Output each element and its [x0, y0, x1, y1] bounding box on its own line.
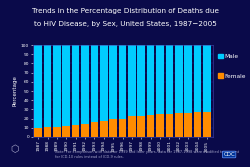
Bar — [100, 45, 108, 121]
Bar — [44, 45, 51, 127]
Bar — [175, 113, 182, 137]
Text: Trends in the Percentage Distribution of Deaths due: Trends in the Percentage Distribution of… — [32, 8, 218, 14]
Bar — [53, 127, 61, 137]
Bar — [90, 45, 98, 122]
Bar — [175, 45, 182, 113]
Bar — [53, 45, 61, 127]
Bar — [34, 45, 42, 128]
Bar — [138, 45, 145, 116]
Bar — [194, 112, 201, 137]
Y-axis label: Percentage: Percentage — [13, 76, 18, 106]
Text: Note: For comparison with data for 1999 and later years, data for 1987-1998 were: Note: For comparison with data for 1999 … — [55, 150, 239, 159]
Bar — [166, 114, 173, 137]
Bar — [34, 128, 42, 137]
Bar — [81, 45, 89, 124]
Bar — [81, 124, 89, 137]
Bar — [90, 122, 98, 137]
Bar — [100, 121, 108, 137]
Bar — [62, 45, 70, 126]
Bar — [156, 45, 164, 114]
Bar — [128, 45, 136, 116]
Bar — [128, 116, 136, 137]
Text: to HIV Disease, by Sex, United States, 1987−2005: to HIV Disease, by Sex, United States, 1… — [34, 21, 216, 27]
Bar — [203, 45, 211, 112]
Legend: Male, Female: Male, Female — [217, 53, 248, 80]
Bar — [62, 126, 70, 137]
Bar — [147, 45, 154, 115]
Bar — [203, 112, 211, 137]
Bar — [119, 45, 126, 119]
Bar — [156, 114, 164, 137]
Bar — [138, 116, 145, 137]
Bar — [119, 119, 126, 137]
Bar — [166, 45, 173, 114]
Bar — [109, 120, 117, 137]
Bar — [184, 113, 192, 137]
Bar — [72, 125, 80, 137]
Text: CDC: CDC — [223, 152, 235, 157]
Bar — [194, 45, 201, 112]
Bar — [109, 45, 117, 120]
Bar — [44, 127, 51, 137]
Bar — [72, 45, 80, 125]
Text: ⬡: ⬡ — [10, 144, 18, 154]
Bar — [147, 115, 154, 137]
Bar — [184, 45, 192, 113]
